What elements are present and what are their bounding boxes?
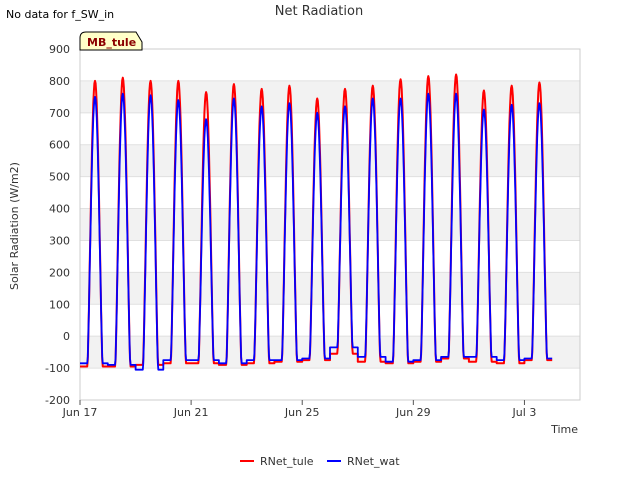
y-tick-label: -100 <box>45 362 70 375</box>
legend-label-rnet-wat: RNet_wat <box>347 455 400 468</box>
site-badge: MB_tule <box>79 31 143 51</box>
badge-label: MB_tule <box>87 36 136 49</box>
plot-band <box>80 368 580 400</box>
plot-band <box>80 304 580 337</box>
chart-title: Net Radiation <box>275 4 363 19</box>
no-data-note: No data for f_SW_in <box>6 8 114 21</box>
x-axis: Jun 17 Jun 21 Jun 25 Jun 29 Jul 3 <box>62 400 537 419</box>
legend: RNet_tule RNet_wat <box>240 455 400 468</box>
y-axis-label: Solar Radiation (W/m2) <box>8 162 21 290</box>
plot-band <box>80 176 580 209</box>
y-tick-label: 300 <box>49 234 70 247</box>
plot-band <box>80 272 580 305</box>
y-tick-label: 700 <box>49 107 70 120</box>
plot-band <box>80 144 580 177</box>
plot-bands <box>80 48 580 401</box>
x-axis-label: Time <box>550 423 578 436</box>
y-tick-label: 100 <box>49 298 70 311</box>
plot-area-border <box>79 48 581 401</box>
y-axis: -200 -100 0 100 200 300 400 500 600 700 800 900 <box>45 43 70 407</box>
series-lines <box>79 73 553 371</box>
series-line-rnet-wat <box>79 92 553 371</box>
y-tick-label: -200 <box>45 394 70 407</box>
x-tick-label: Jun 29 <box>395 406 431 419</box>
x-tick-label: Jun 25 <box>284 406 320 419</box>
x-tick-label: Jul 3 <box>512 406 537 419</box>
y-tick-label: 600 <box>49 139 70 152</box>
y-tick-label: 900 <box>49 43 70 56</box>
x-tick-label: Jun 17 <box>62 406 98 419</box>
badge-shape <box>79 31 143 51</box>
plot-band <box>80 240 580 273</box>
series-line-rnet-tule <box>79 73 553 368</box>
y-tick-label: 400 <box>49 203 70 216</box>
legend-label-rnet-tule: RNet_tule <box>260 455 314 468</box>
x-tick-label: Jun 21 <box>173 406 209 419</box>
plot-band <box>80 208 580 241</box>
y-tick-label: 500 <box>49 171 70 184</box>
y-tick-label: 800 <box>49 75 70 88</box>
plot-band <box>80 112 580 145</box>
plot-band <box>80 49 580 81</box>
y-tick-label: 0 <box>63 330 70 343</box>
y-tick-label: 200 <box>49 266 70 279</box>
plot-band <box>80 80 580 113</box>
